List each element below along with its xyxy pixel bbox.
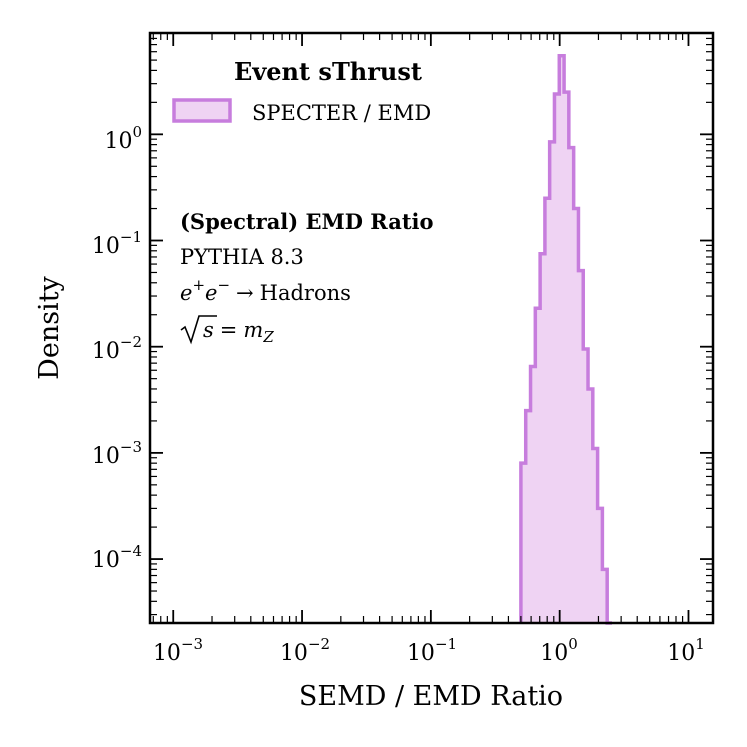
x-tick-label-1e1: 101 (667, 635, 705, 666)
x-axis-title: SEMD / EMD Ratio (299, 681, 563, 712)
y-tick-label-1e0: 100 (104, 123, 142, 154)
y-axis-title: Density (34, 275, 65, 379)
y-tick-label-1e-1: 10−1 (92, 228, 142, 259)
histogram-fill-0 (520, 55, 612, 623)
annotation-generator: PYTHIA 8.3 (180, 245, 304, 269)
x-tick-label-1e-2: 10−2 (280, 635, 330, 666)
legend-swatch (172, 98, 232, 123)
y-tick-label-1e-4: 10−4 (92, 542, 142, 573)
y-tick-label-1e-3: 10−3 (92, 438, 142, 469)
annotation-block: (Spectral) EMD Ratio PYTHIA 8.3 e+e− → Had… (180, 209, 434, 346)
legend: Event sThrust SPECTER / EMD (172, 57, 431, 125)
annotation-title: (Spectral) EMD Ratio (180, 209, 434, 234)
x-tick-label-1e-3: 10−3 (153, 635, 203, 666)
sqrt-symbol (180, 315, 217, 345)
series-layer (519, 53, 612, 625)
legend-title: Event sThrust (234, 57, 422, 86)
legend-label: SPECTER / EMD (252, 101, 431, 125)
x-tick-label-1e0: 100 (540, 635, 578, 666)
x-tick-label-1e-1: 10−1 (407, 635, 457, 666)
histogram-outline-0 (519, 53, 612, 625)
plot-frame (148, 31, 715, 625)
annotation-process: e+e− → Hadrons (180, 276, 351, 305)
annotation-energy-text: s = mZ (203, 318, 274, 346)
annotation-energy: s = mZ (180, 315, 274, 346)
y-tick-label-1e-2: 10−2 (92, 333, 142, 364)
